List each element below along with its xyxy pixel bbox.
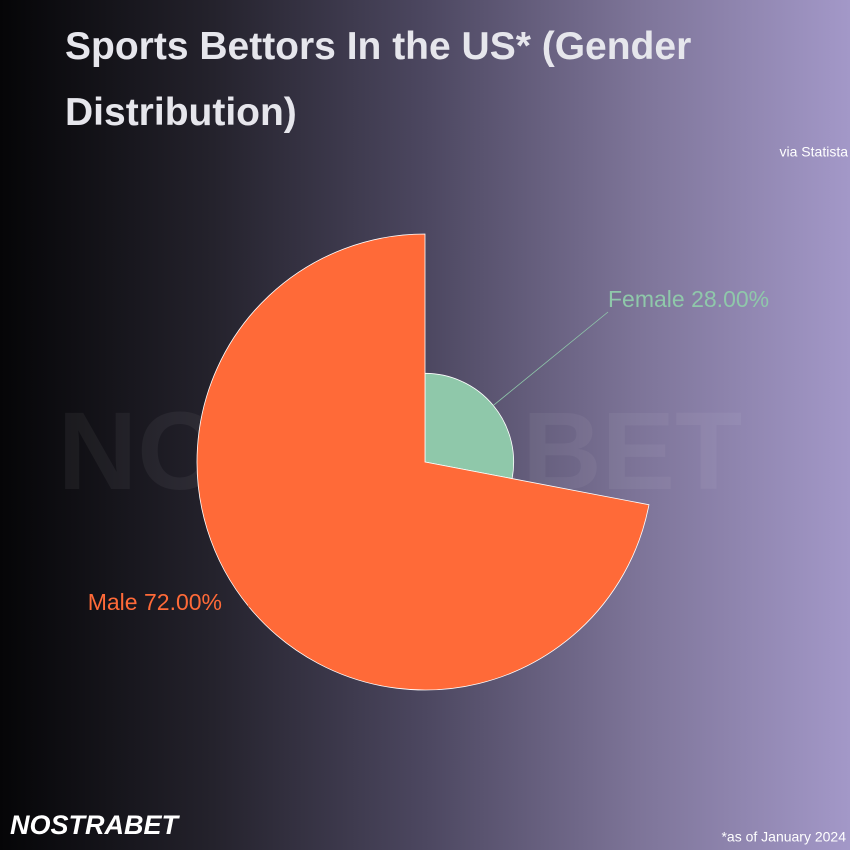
leader-line <box>493 311 609 406</box>
data-label: Female 28.00% <box>608 286 769 312</box>
label-name: Female <box>608 286 685 312</box>
chart-title: Sports Bettors In the US* (Gender Distri… <box>65 25 692 134</box>
leader-line <box>247 604 250 608</box>
label-value: 72.00% <box>144 589 222 615</box>
brand-logo: NOSTRABET <box>10 810 181 840</box>
data-label: Male 72.00% <box>88 589 222 615</box>
source: via Statista <box>780 144 849 160</box>
label-name: Male <box>88 589 138 615</box>
label-value: 28.00% <box>691 286 769 312</box>
footnote: *as of January 2024 <box>721 829 846 845</box>
